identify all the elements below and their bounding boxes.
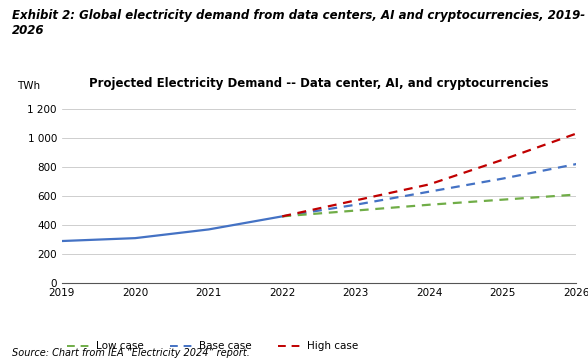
Text: Exhibit 2: Global electricity demand from data centers, AI and cryptocurrencies,: Exhibit 2: Global electricity demand fro… <box>12 9 585 37</box>
Legend: Low case, Base case, High case: Low case, Base case, High case <box>67 341 358 351</box>
Title: Projected Electricity Demand -- Data center, AI, and cryptocurrencies: Projected Electricity Demand -- Data cen… <box>89 77 549 90</box>
Text: Source: Chart from IEA “Electricity 2024” report.: Source: Chart from IEA “Electricity 2024… <box>12 347 250 358</box>
Y-axis label: TWh: TWh <box>16 81 40 91</box>
